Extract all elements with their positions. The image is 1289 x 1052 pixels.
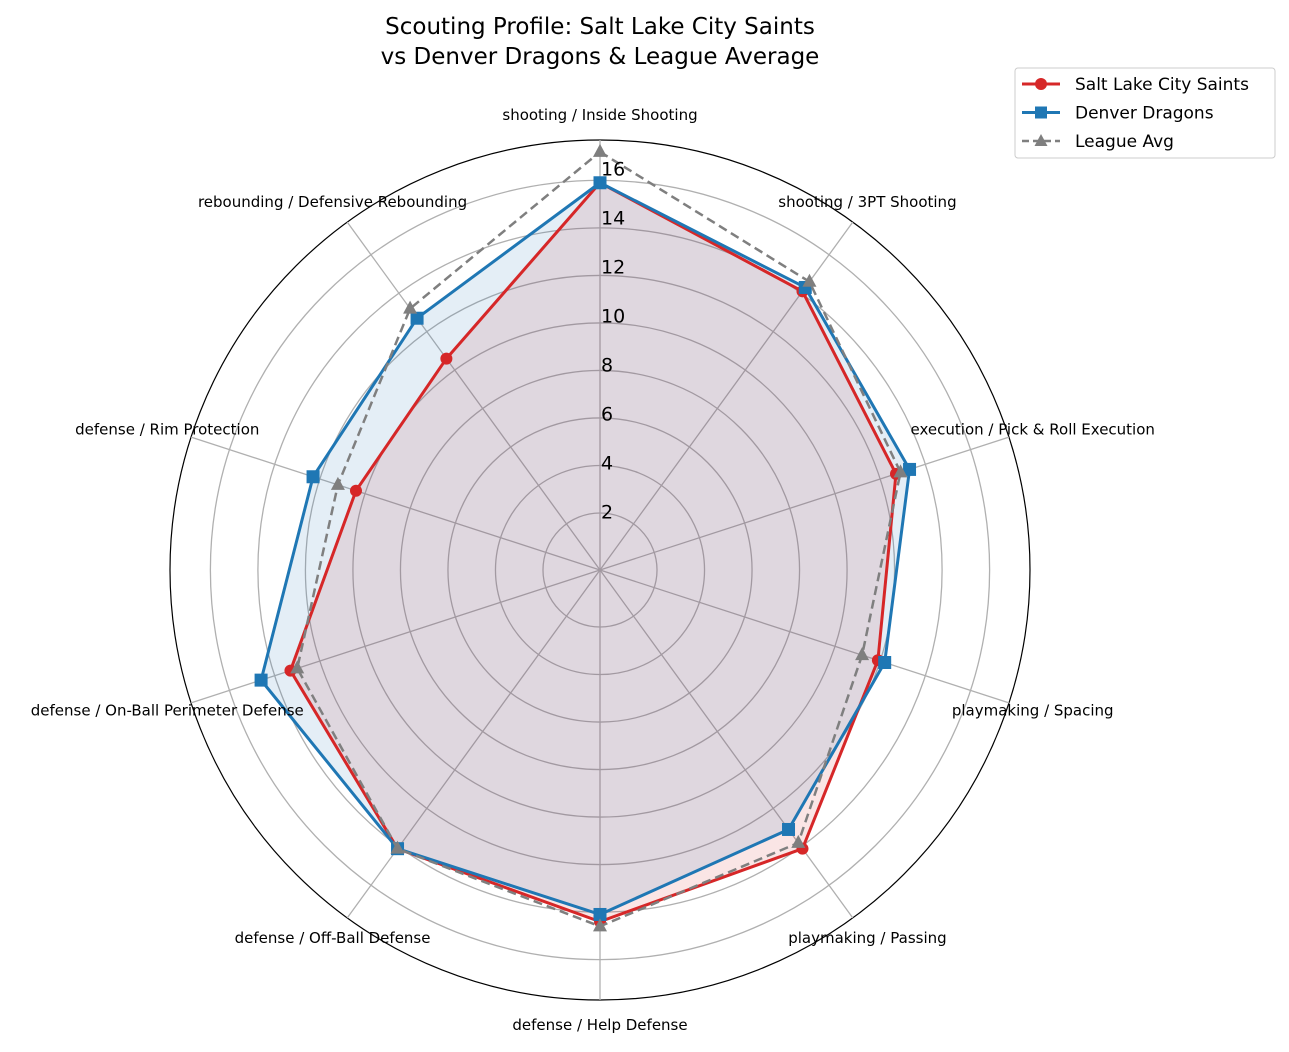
legend-label: League Avg: [1075, 132, 1174, 152]
category-label: defense / Help Defense: [512, 1016, 687, 1034]
radial-tick-label: 16: [601, 159, 625, 181]
grid-spoke: [346, 569, 601, 919]
data-point: [903, 462, 917, 476]
data-point: [254, 673, 268, 687]
data-point: [593, 918, 607, 932]
data-point: [306, 470, 320, 484]
radial-tick-label: 4: [601, 452, 613, 474]
radial-tick-label: 14: [601, 208, 625, 230]
data-point: [349, 484, 362, 497]
radial-tick-label: 8: [601, 354, 613, 376]
data-point: [855, 647, 870, 661]
chart-title-line-1: Scouting Profile: Salt Lake City Saints: [385, 14, 815, 40]
data-point: [440, 352, 453, 365]
legend-label: Salt Lake City Saints: [1075, 75, 1249, 95]
data-point: [290, 660, 305, 674]
category-label: execution / Pick & Roll Execution: [911, 420, 1155, 438]
legend-box: [1014, 67, 1276, 159]
data-point: [782, 822, 796, 836]
legend-marker: [1034, 134, 1048, 146]
data-point: [330, 476, 345, 490]
radial-tick-labels: 2 4 6 8 10 12 14 16: [601, 159, 625, 524]
radial-tick-label: 12: [601, 257, 625, 279]
data-point: [593, 176, 607, 190]
legend-marker: [1035, 78, 1047, 90]
radial-tick-label: 2: [601, 501, 613, 523]
data-point: [390, 840, 405, 854]
data-point: [802, 273, 817, 287]
grid-spoke: [190, 436, 601, 571]
chart-title-line-2: vs Denver Dragons & League Average: [381, 44, 820, 70]
category-label: playmaking / Passing: [788, 929, 946, 947]
data-point: [593, 143, 607, 157]
legend-marker: [1035, 106, 1047, 119]
category-label: defense / On-Ball Perimeter Defense: [31, 702, 304, 720]
radial-tick-label: 10: [601, 306, 625, 328]
data-point: [893, 464, 908, 478]
category-label: shooting / Inside Shooting: [502, 106, 697, 124]
legend-label: Denver Dragons: [1075, 104, 1214, 124]
series-fill: [261, 182, 910, 915]
radar-series: [254, 143, 917, 932]
data-point: [403, 300, 418, 314]
radial-tick-label: 6: [601, 403, 613, 425]
category-label: shooting / 3PT Shooting: [778, 193, 956, 211]
grid-spoke: [599, 569, 1010, 704]
category-labels: shooting / Inside Shooting shooting / 3PT…: [31, 106, 1155, 1034]
category-label: defense / Rim Protection: [75, 420, 259, 438]
data-point: [593, 907, 607, 921]
data-point: [791, 834, 806, 848]
data-point: [410, 311, 424, 325]
legend: Salt Lake City Saints Denver Dragons Leagu…: [1014, 67, 1276, 159]
category-label: defense / Off-Ball Defense: [235, 929, 431, 947]
data-point: [878, 656, 892, 670]
category-label: rebounding / Defensive Rebounding: [198, 193, 467, 211]
grid-spoke: [346, 221, 601, 571]
grid-spoke: [599, 436, 1010, 571]
category-label: playmaking / Spacing: [952, 702, 1114, 720]
grid-spoke: [599, 569, 854, 919]
